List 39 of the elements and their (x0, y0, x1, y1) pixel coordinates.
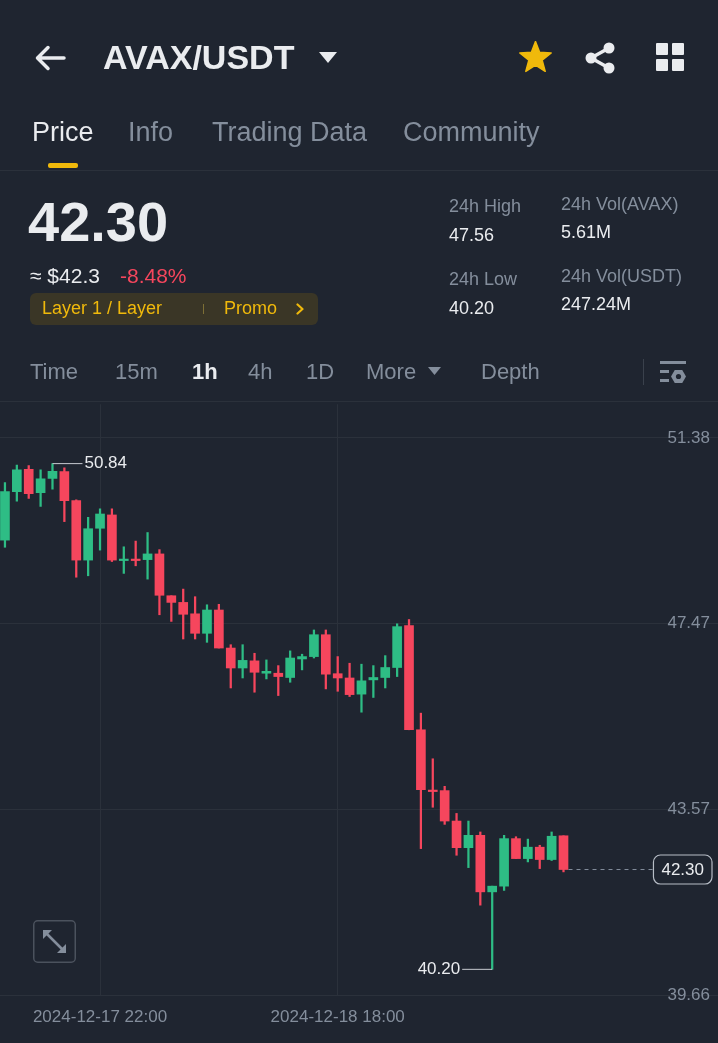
text: -8.48% (120, 264, 187, 289)
y-tick-label: 43.57 (667, 798, 710, 818)
text: Community (403, 116, 540, 148)
text: 24h High (449, 196, 522, 217)
y-tick-label: 47.47 (667, 613, 710, 633)
text: 247.24M (561, 294, 632, 315)
ref-line-label: 42.30 (661, 860, 704, 880)
text: 24h Vol(AVAX) (561, 194, 679, 215)
x-tick-label: 2024-12-17 22:00 (32, 1006, 168, 1026)
annotation: 50.84 (84, 453, 128, 473)
text: 24h Vol(USDT) (561, 266, 683, 287)
text: Info (128, 116, 174, 148)
text: 5.61M (561, 222, 612, 243)
text: 1h (192, 358, 218, 385)
candlestick (261, 659, 272, 680)
candlestick (356, 663, 367, 713)
text: Layer 1 / Layer (42, 298, 163, 319)
text: Time (30, 358, 79, 385)
text: Price (32, 116, 94, 148)
chart-title: AVAX/USDT (103, 37, 295, 77)
text: Depth (481, 358, 540, 385)
text: 47.56 (449, 225, 495, 246)
text: 4h (248, 358, 273, 385)
x-tick-label: 2024-12-18 18:00 (270, 1006, 405, 1026)
text: 40.20 (449, 298, 495, 319)
text: 42.30 (28, 190, 169, 255)
candlestick (249, 652, 260, 693)
candlestick (47, 463, 58, 490)
text: More (366, 358, 417, 385)
annotation: 40.20 (417, 959, 461, 979)
y-tick-label: 39.66 (667, 984, 710, 1004)
text: 24h Low (449, 269, 518, 290)
text: Trading Data (212, 116, 368, 148)
text: 15m (115, 358, 158, 385)
text: Promo (224, 298, 278, 319)
text: ≈ $42.3 (30, 264, 100, 289)
text: 1D (306, 358, 335, 385)
candlestick (463, 820, 474, 868)
y-tick-label: 51.38 (667, 427, 710, 447)
